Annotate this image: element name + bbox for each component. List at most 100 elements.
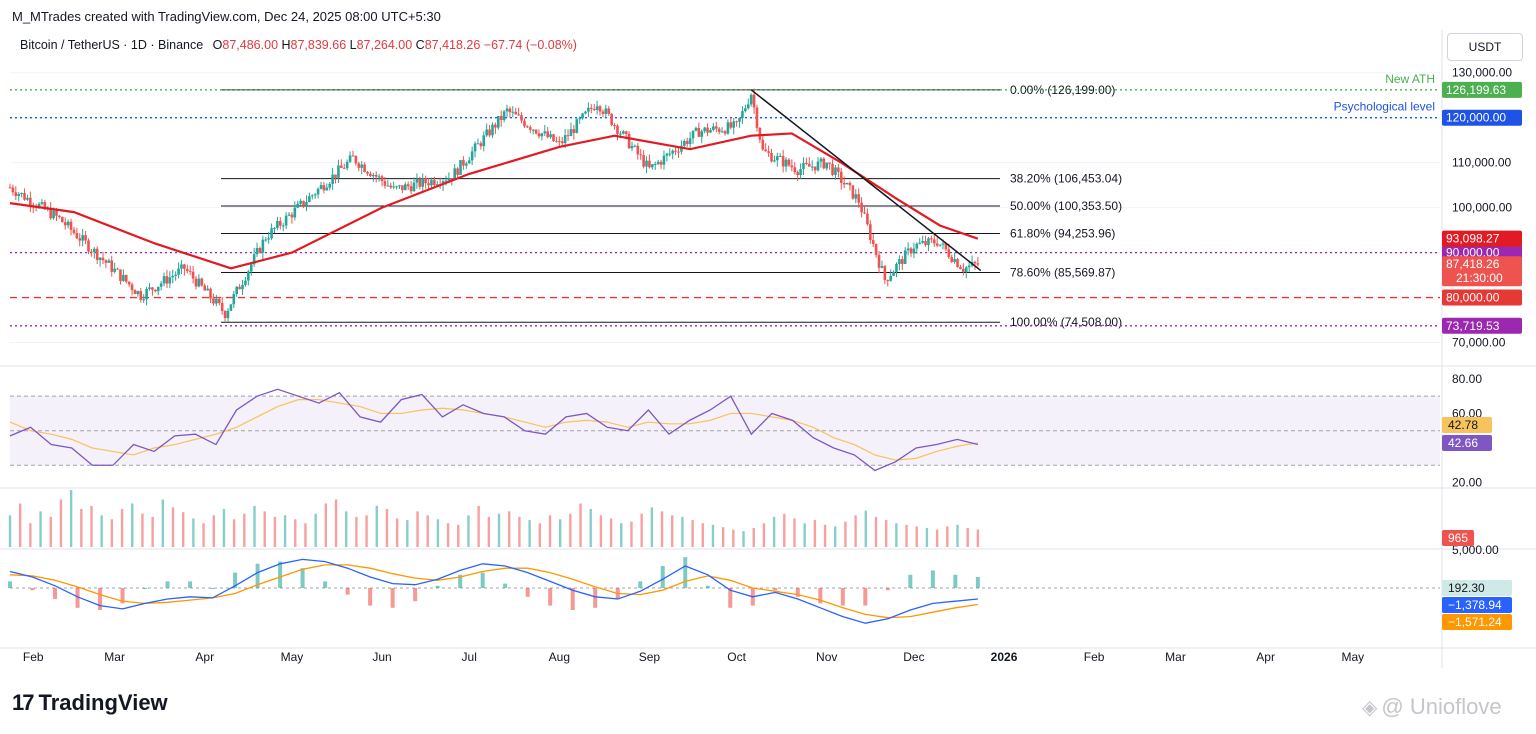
candle-body — [470, 151, 474, 161]
candle-body — [354, 156, 358, 164]
volume-bar — [752, 528, 755, 547]
candle-body — [23, 192, 26, 200]
symbol-title[interactable]: Bitcoin / TetherUS · 1D · Binance — [20, 38, 204, 52]
macd-histogram-bar — [593, 588, 598, 608]
candle-body — [360, 164, 363, 168]
candle-body — [316, 188, 320, 195]
volume-bar — [599, 515, 603, 547]
macd-histogram-bar — [638, 581, 643, 588]
candle-body — [906, 248, 910, 251]
candle-body — [340, 165, 343, 168]
time-axis-label: May — [1341, 650, 1364, 664]
candle-body — [921, 240, 924, 243]
candle-body — [671, 150, 674, 154]
candle-body — [700, 131, 704, 137]
candle-body — [380, 176, 384, 182]
candle-body — [744, 108, 747, 112]
candle-body — [290, 214, 294, 218]
volume-bar — [161, 499, 165, 547]
time-axis-label: Jun — [372, 650, 391, 664]
candle-body — [194, 278, 198, 287]
volume-bar — [691, 520, 694, 547]
tradingview-logo[interactable]: 17 TradingView — [12, 688, 168, 718]
volume-bar — [243, 513, 246, 547]
candle-body — [299, 200, 302, 204]
candle-body — [241, 284, 244, 290]
candle-body — [662, 155, 666, 165]
candle-body — [976, 263, 980, 265]
candle-body — [590, 107, 593, 109]
macd-histogram-bar — [525, 588, 530, 597]
rsi-tick-label: 60.00 — [1452, 406, 1482, 420]
candle-body — [133, 290, 137, 295]
candle-body — [235, 286, 239, 295]
candle-body — [668, 153, 672, 155]
candle-body — [854, 194, 858, 199]
candle-body — [191, 271, 195, 279]
candle-body — [43, 202, 47, 210]
volume-bar — [823, 524, 827, 547]
close-label: C — [415, 38, 425, 52]
price-tag — [1442, 230, 1522, 247]
candle-body — [342, 167, 346, 169]
candle-body — [101, 257, 105, 261]
macd-histogram-bar — [548, 588, 553, 606]
candle-body — [874, 244, 878, 255]
candle-body — [616, 125, 619, 135]
level-price-tag-text: 90,000.00 — [1446, 246, 1500, 260]
volume-bar — [915, 526, 918, 547]
candle-body — [418, 178, 422, 187]
candle-body — [938, 244, 942, 246]
candle-body — [389, 185, 393, 188]
macd-histogram-bar — [503, 583, 508, 588]
candle-body — [226, 310, 230, 319]
macd-histogram-bar — [165, 581, 170, 588]
candle-body — [621, 131, 625, 134]
candle-body — [273, 227, 276, 229]
level-price-tag-text: 126,199.63 — [1446, 83, 1506, 97]
macd-histogram-bar — [120, 588, 125, 604]
candle-body — [595, 106, 599, 110]
low-label: L — [349, 38, 357, 52]
candle-body — [386, 185, 390, 187]
candle-body — [941, 243, 945, 245]
candle-body — [185, 269, 189, 271]
volume-bar — [477, 505, 480, 547]
candle-body — [706, 127, 709, 133]
candle-body — [200, 278, 204, 286]
candle-body — [839, 171, 843, 183]
candle-body — [659, 161, 663, 165]
candle-body — [624, 131, 628, 134]
candle-body — [630, 146, 634, 149]
volume-bar — [375, 505, 378, 547]
volume-bar — [416, 511, 419, 547]
volume-bar — [385, 509, 389, 547]
candle-body — [549, 134, 552, 138]
candle-body — [110, 260, 114, 272]
candle-body — [959, 266, 962, 269]
candle-body — [889, 275, 892, 281]
level-price-tag — [1442, 289, 1522, 306]
candle-body — [511, 111, 515, 113]
macd-histogram-bar — [255, 563, 260, 588]
candle-body — [587, 107, 590, 112]
volume-bar — [446, 523, 450, 547]
candle-body — [770, 152, 773, 162]
macd-histogram-bar — [458, 574, 463, 588]
candle-body — [915, 243, 919, 249]
candle-body — [151, 287, 154, 290]
volume-bar — [171, 507, 175, 547]
high-value: 87,839.66 — [290, 38, 347, 52]
volume-bar — [630, 521, 633, 547]
volume-bar — [457, 524, 460, 547]
time-axis-label: 2026 — [991, 650, 1018, 664]
macd-histogram-bar — [683, 557, 688, 588]
candle-body — [87, 240, 90, 252]
currency-button[interactable]: USDT — [1447, 33, 1523, 61]
candle-body — [871, 239, 875, 245]
candle-body — [374, 174, 378, 177]
volume-bar — [355, 516, 358, 547]
candle-body — [174, 274, 177, 277]
price-tick-label: 110,000.00 — [1452, 156, 1511, 170]
